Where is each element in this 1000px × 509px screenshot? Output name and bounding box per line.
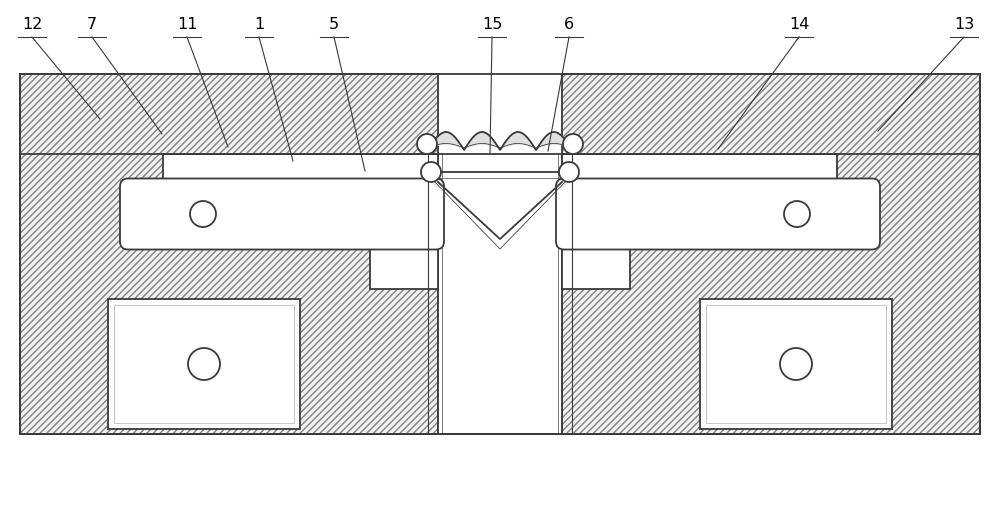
FancyBboxPatch shape <box>556 179 880 250</box>
Bar <box>108 299 300 429</box>
Text: 7: 7 <box>87 17 97 32</box>
Circle shape <box>780 348 812 380</box>
Circle shape <box>188 348 220 380</box>
Text: 14: 14 <box>789 17 809 32</box>
Text: 1: 1 <box>254 17 264 32</box>
Bar <box>562 75 980 434</box>
Circle shape <box>563 135 583 155</box>
Text: 15: 15 <box>482 17 502 32</box>
Text: 6: 6 <box>564 17 574 32</box>
Text: 13: 13 <box>954 17 974 32</box>
Bar <box>20 75 438 434</box>
Text: 11: 11 <box>177 17 197 32</box>
Bar <box>20 75 980 434</box>
Bar <box>706 305 886 423</box>
Bar <box>562 242 630 290</box>
Circle shape <box>421 163 441 183</box>
Bar <box>700 299 892 429</box>
Circle shape <box>559 163 579 183</box>
Bar <box>370 242 438 290</box>
Polygon shape <box>562 155 837 237</box>
Bar <box>562 75 980 434</box>
FancyBboxPatch shape <box>120 179 444 250</box>
Text: 5: 5 <box>329 17 339 32</box>
Text: 12: 12 <box>22 17 42 32</box>
Bar <box>438 155 562 434</box>
Circle shape <box>784 202 810 228</box>
Polygon shape <box>163 155 438 237</box>
Circle shape <box>190 202 216 228</box>
Bar <box>20 75 438 434</box>
Bar <box>114 305 294 423</box>
Circle shape <box>417 135 437 155</box>
